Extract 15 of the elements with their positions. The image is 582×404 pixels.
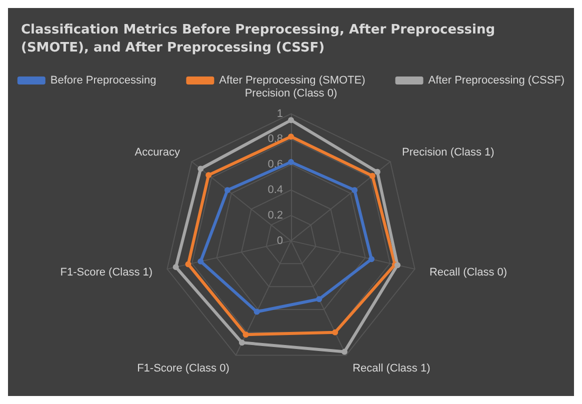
spoke-label: F1-Score (Class 1)	[60, 266, 153, 278]
y-tick-label: 1	[276, 108, 283, 120]
y-tick-label: 0.2	[268, 209, 283, 222]
spoke-label: Recall (Class 1)	[352, 362, 430, 375]
spoke-label: F1-Score (Class 0)	[137, 362, 230, 375]
chart-title: Classification Metrics Before Preprocessing, After Preprocessing (SMOTE), and After Preprocessing (CSSF)	[21, 22, 500, 56]
y-tick-label: 0	[276, 234, 283, 247]
legend-label: Before Preprocessing	[50, 74, 156, 86]
y-tick-label: 0.4	[268, 184, 283, 196]
spoke-label: Precision (Class 0)	[244, 87, 338, 100]
spoke-label: Accuracy	[134, 146, 180, 158]
spoke-label: Precision (Class 1)	[402, 146, 494, 158]
legend-label: After Preprocessing (CSSF)	[428, 74, 565, 86]
legend-label: After Preprocessing (SMOTE)	[219, 74, 366, 86]
spoke-label: Recall (Class 0)	[429, 266, 508, 278]
